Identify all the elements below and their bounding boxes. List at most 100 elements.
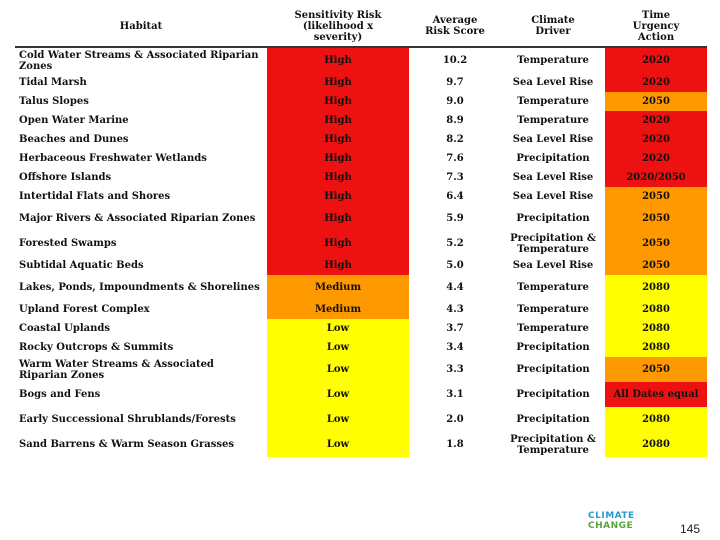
header-habitat: Habitat [15, 6, 267, 48]
table-row: Rocky Outcrops & Summits Low 3.4 Precipi… [15, 338, 707, 357]
driver-cell: Temperature [517, 115, 589, 126]
header-score-line-2: Risk Score [425, 26, 485, 37]
table-header-row: Habitat Sensitivity Risk (likelihood x s… [15, 6, 707, 48]
sensitivity-cell: Low [267, 382, 409, 407]
header-driver-line-2: Driver [535, 26, 571, 37]
habitat-cell: Major Rivers & Associated Riparian Zones [19, 213, 256, 224]
score-cell: 10.2 [442, 55, 468, 66]
climate-change-logo: CLIMATE CHANGE [588, 512, 660, 534]
habitat-cell: Coastal Uplands [19, 323, 111, 334]
urgency-cell: 2050 [605, 357, 707, 382]
score-cell: 3.3 [446, 364, 464, 375]
table-row: Herbaceous Freshwater Wetlands High 7.6 … [15, 149, 707, 168]
header-habitat-label: Habitat [119, 20, 163, 32]
header-sensitivity-line-3: severity) [313, 31, 363, 43]
driver-cell: Temperature [517, 55, 589, 66]
score-cell: 5.2 [446, 238, 464, 249]
urgency-cell: 2050 [605, 187, 707, 206]
table-row: Sand Barrens & Warm Season Grasses Low 1… [15, 432, 707, 457]
habitat-cell: Sand Barrens & Warm Season Grasses [19, 439, 234, 450]
table-row: Early Successional Shrublands/Forests Lo… [15, 407, 707, 432]
score-cell: 5.9 [446, 213, 464, 224]
driver-cell: Precipitation [516, 389, 590, 400]
sensitivity-cell: High [267, 111, 409, 130]
score-cell: 9.7 [446, 77, 464, 88]
driver-cell: Temperature [517, 282, 589, 293]
driver-cell: Precipitation [516, 364, 590, 375]
habitat-cell: Rocky Outcrops & Summits [19, 342, 174, 353]
logo-line-2: CHANGE [588, 521, 634, 531]
driver-cell: Sea Level Rise [512, 172, 594, 183]
driver-cell: Sea Level Rise [512, 191, 594, 202]
score-cell: 9.0 [446, 96, 464, 107]
driver-cell: Temperature [517, 304, 589, 315]
table-row: Cold Water Streams & Associated Riparian… [15, 47, 707, 73]
table-row: Lakes, Ponds, Impoundments & Shorelines … [15, 275, 707, 300]
habitat-risk-table: Habitat Sensitivity Risk (likelihood x s… [15, 6, 707, 457]
score-cell: 6.4 [446, 191, 464, 202]
header-sensitivity: Sensitivity Risk (likelihood x severity) [267, 6, 409, 48]
header-sensitivity-line-2: (likelihood x [302, 20, 374, 32]
habitat-cell: Forested Swamps [19, 238, 117, 249]
sensitivity-cell: High [267, 206, 409, 231]
score-cell: 1.8 [446, 439, 464, 450]
urgency-cell: 2020 [605, 73, 707, 92]
habitat-cell: Subtidal Aquatic Beds [19, 260, 144, 271]
sensitivity-cell: High [267, 47, 409, 73]
habitat-cell: Cold Water Streams & Associated Riparian… [19, 49, 259, 72]
table-row: Upland Forest Complex Medium 4.3 Tempera… [15, 300, 707, 319]
score-cell: 8.2 [446, 134, 464, 145]
driver-cell: Precipitation [516, 153, 590, 164]
habitat-cell: Talus Slopes [19, 96, 89, 107]
table-row: Forested Swamps High 5.2 Precipitation &… [15, 231, 707, 256]
score-cell: 3.1 [446, 389, 464, 400]
urgency-cell: All Dates equal [605, 382, 707, 407]
urgency-cell: 2020 [605, 149, 707, 168]
sensitivity-cell: Low [267, 357, 409, 382]
header-urgency-line-3: Action [637, 31, 675, 43]
header-sensitivity-line-1: Sensitivity Risk [294, 9, 382, 21]
sensitivity-cell: Low [267, 432, 409, 457]
table-row: Subtidal Aquatic Beds High 5.0 Sea Level… [15, 256, 707, 275]
habitat-cell: Offshore Islands [19, 172, 112, 183]
sensitivity-cell: Low [267, 319, 409, 338]
sensitivity-cell: High [267, 231, 409, 256]
habitat-cell: Tidal Marsh [19, 77, 87, 88]
header-urgency: Time Urgency Action [605, 6, 707, 48]
sensitivity-cell: High [267, 149, 409, 168]
driver-cell: Temperature [517, 323, 589, 334]
driver-cell: Precipitation & Temperature [510, 232, 596, 255]
driver-cell: Precipitation [516, 213, 590, 224]
urgency-cell: 2080 [605, 432, 707, 457]
sensitivity-cell: Low [267, 338, 409, 357]
page-number: 145 [680, 522, 701, 536]
score-cell: 4.3 [446, 304, 464, 315]
urgency-cell: 2050 [605, 206, 707, 231]
score-cell: 2.0 [446, 414, 464, 425]
habitat-cell: Warm Water Streams & Associated Riparian… [19, 358, 214, 381]
sensitivity-cell: Medium [267, 300, 409, 319]
urgency-cell: 2080 [605, 275, 707, 300]
urgency-cell: 2080 [605, 338, 707, 357]
habitat-cell: Open Water Marine [19, 115, 129, 126]
driver-cell: Precipitation [516, 414, 590, 425]
score-cell: 8.9 [446, 115, 464, 126]
table-row: Beaches and Dunes High 8.2 Sea Level Ris… [15, 130, 707, 149]
habitat-cell: Early Successional Shrublands/Forests [19, 414, 236, 425]
sensitivity-cell: High [267, 187, 409, 206]
urgency-cell: 2020 [605, 111, 707, 130]
urgency-cell: 2080 [605, 319, 707, 338]
score-cell: 3.4 [446, 342, 464, 353]
table-row: Open Water Marine High 8.9 Temperature 2… [15, 111, 707, 130]
table-body: Cold Water Streams & Associated Riparian… [15, 47, 707, 457]
habitat-cell: Upland Forest Complex [19, 304, 150, 315]
header-score: Average Risk Score [409, 6, 501, 48]
urgency-cell: 2050 [605, 92, 707, 111]
table-row: Tidal Marsh High 9.7 Sea Level Rise 2020 [15, 73, 707, 92]
score-cell: 4.4 [446, 282, 464, 293]
driver-cell: Temperature [517, 96, 589, 107]
score-cell: 5.0 [446, 260, 464, 271]
sensitivity-cell: High [267, 168, 409, 187]
sensitivity-cell: Medium [267, 275, 409, 300]
